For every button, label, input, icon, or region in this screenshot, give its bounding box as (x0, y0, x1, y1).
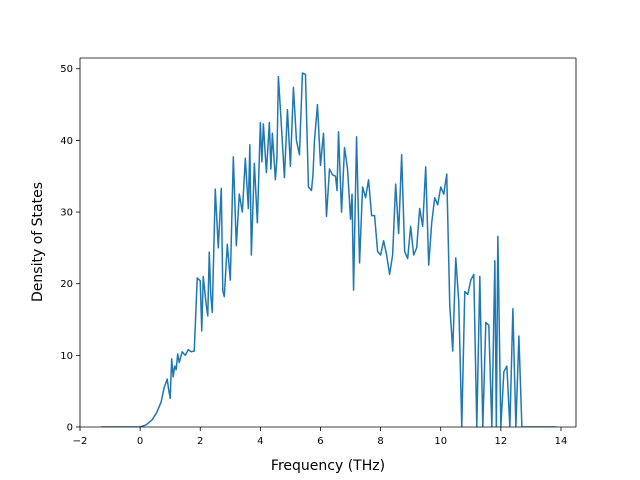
y-tick-label: 30 (60, 208, 73, 219)
y-tick-label: 0 (67, 423, 73, 434)
y-tick-label: 50 (60, 64, 73, 75)
x-axis-ticks: −2 0 2 4 6 8 10 12 14 (73, 427, 568, 447)
x-tick-label: 6 (317, 436, 323, 447)
series-line-0 (101, 72, 557, 427)
x-tick-label: 8 (377, 436, 383, 447)
x-tick-label: 12 (494, 436, 507, 447)
x-axis-label: Frequency (THz) (271, 458, 385, 474)
y-tick-label: 40 (60, 136, 73, 147)
plot-area (79, 57, 577, 428)
y-axis-label: Density of States (30, 182, 46, 302)
x-tick-label: 0 (137, 436, 143, 447)
y-tick-label: 10 (60, 351, 73, 362)
y-axis-ticks: 0 10 20 30 40 50 (60, 64, 80, 434)
x-tick-label: 4 (257, 436, 263, 447)
x-tick-label: −2 (73, 436, 88, 447)
x-tick-label: 10 (434, 436, 447, 447)
x-tick-label: 14 (555, 436, 568, 447)
x-tick-label: 2 (197, 436, 203, 447)
y-tick-label: 20 (60, 279, 73, 290)
